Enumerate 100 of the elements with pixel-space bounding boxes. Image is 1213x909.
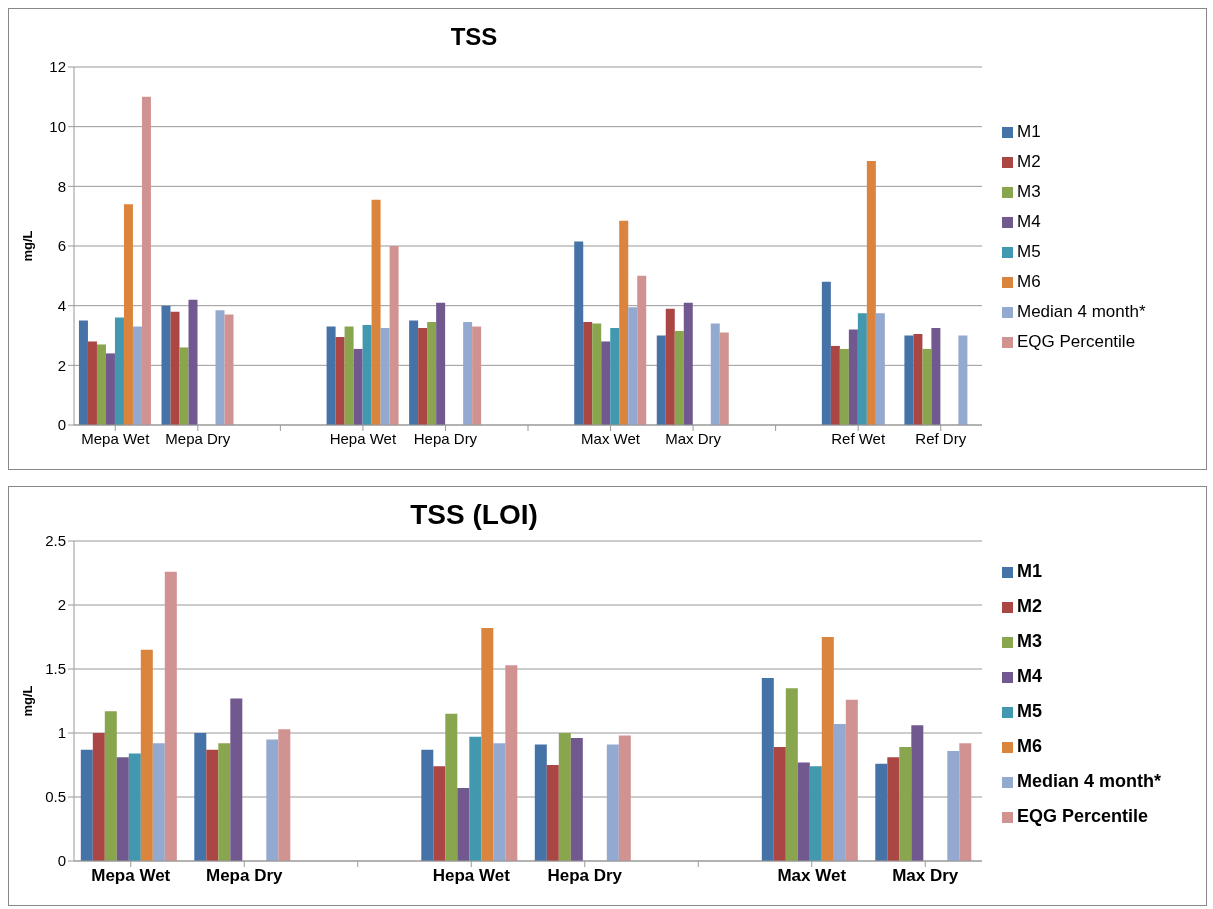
y-tick-label: 0 xyxy=(57,852,66,870)
bar xyxy=(809,766,822,861)
bar xyxy=(887,757,900,861)
bar xyxy=(493,743,506,861)
bar xyxy=(833,724,846,861)
x-tick-label: Ref Dry xyxy=(915,429,967,447)
x-tick-label: Max Dry xyxy=(665,429,722,447)
y-tick-label: 8 xyxy=(57,177,66,195)
y-axis-title: mg/L xyxy=(19,230,35,262)
y-tick-label: 1 xyxy=(57,724,66,742)
legend-label: Median 4 month* xyxy=(1017,771,1162,791)
bar xyxy=(326,326,336,425)
bar xyxy=(96,344,106,425)
legend-label: M2 xyxy=(1017,596,1043,616)
bar xyxy=(206,749,219,861)
x-tick-label: Max Wet xyxy=(777,866,847,886)
bar xyxy=(785,688,798,861)
bar xyxy=(457,788,470,861)
legend-label: M2 xyxy=(1017,152,1041,171)
bar xyxy=(904,335,914,425)
bar xyxy=(848,329,858,425)
legend-label: M1 xyxy=(1017,122,1041,141)
bar xyxy=(574,241,584,425)
bar xyxy=(194,733,207,861)
legend-label: Median 4 month* xyxy=(1017,302,1146,321)
bar xyxy=(278,729,291,861)
bar xyxy=(436,302,446,425)
bar xyxy=(845,699,858,861)
bar xyxy=(132,326,142,425)
legend-label: M6 xyxy=(1017,272,1041,291)
y-tick-label: 2 xyxy=(57,596,66,614)
bar xyxy=(922,348,932,425)
bar xyxy=(78,320,88,425)
x-tick-label: Mepa Dry xyxy=(205,866,284,886)
bar xyxy=(797,762,810,861)
bar xyxy=(773,747,786,861)
bar xyxy=(592,323,602,425)
bar xyxy=(179,347,189,425)
bar xyxy=(463,322,473,425)
x-tick-label: Hepa Wet xyxy=(432,866,511,886)
bar xyxy=(92,733,105,861)
bar xyxy=(152,743,165,861)
bar xyxy=(353,348,363,425)
y-tick-label: 12 xyxy=(49,58,66,76)
legend-label: M5 xyxy=(1017,242,1041,261)
bar xyxy=(218,743,231,861)
y-tick-label: 0 xyxy=(57,416,66,434)
bar xyxy=(371,199,381,425)
bar xyxy=(481,628,494,861)
bar xyxy=(418,328,428,425)
bar xyxy=(105,353,115,425)
bar xyxy=(606,744,619,861)
bar xyxy=(719,332,729,425)
bar xyxy=(421,749,434,861)
y-tick-label: 2 xyxy=(57,356,66,374)
bar xyxy=(637,275,647,425)
bar xyxy=(583,322,593,425)
x-tick-label: Mepa Dry xyxy=(165,429,231,447)
bar xyxy=(857,313,867,425)
x-tick-label: Ref Wet xyxy=(831,429,886,447)
bar xyxy=(958,335,968,425)
bar xyxy=(389,246,399,425)
bar xyxy=(821,637,834,861)
x-tick-label: Hepa Wet xyxy=(329,429,397,447)
legend-label: M5 xyxy=(1017,701,1043,721)
legend-label: M1 xyxy=(1017,561,1043,581)
bar xyxy=(534,744,547,861)
bar xyxy=(80,749,93,861)
bar xyxy=(947,750,960,861)
bar xyxy=(710,323,720,425)
chart-title: TSS (LOI) xyxy=(409,499,539,531)
bar xyxy=(335,336,345,425)
y-tick-label: 10 xyxy=(49,117,66,135)
bar xyxy=(161,305,171,425)
x-tick-label: Max Wet xyxy=(581,429,641,447)
bar xyxy=(821,281,831,425)
legend-label: EQG Percentile xyxy=(1017,332,1136,351)
bar xyxy=(114,317,124,425)
bar xyxy=(610,328,620,425)
bar xyxy=(170,311,180,425)
y-tick-label: 6 xyxy=(57,237,66,255)
legend-label: M3 xyxy=(1017,182,1041,201)
y-tick-label: 1.5 xyxy=(45,660,66,678)
x-tick-label: Mepa Wet xyxy=(91,866,171,886)
y-tick-label: 0.5 xyxy=(45,788,66,806)
bar xyxy=(866,160,876,425)
bar xyxy=(380,328,390,425)
bar xyxy=(618,735,631,861)
y-tick-label: 4 xyxy=(57,296,66,314)
legend-label: M4 xyxy=(1017,666,1043,686)
y-axis-title: mg/L xyxy=(19,685,35,717)
bar xyxy=(619,220,629,425)
bar xyxy=(188,299,198,425)
bar xyxy=(913,334,923,425)
bar xyxy=(469,736,482,861)
bar xyxy=(140,649,153,861)
bar xyxy=(570,738,583,861)
legend-label: M6 xyxy=(1017,736,1043,756)
bar xyxy=(683,302,693,425)
bar xyxy=(656,335,666,425)
